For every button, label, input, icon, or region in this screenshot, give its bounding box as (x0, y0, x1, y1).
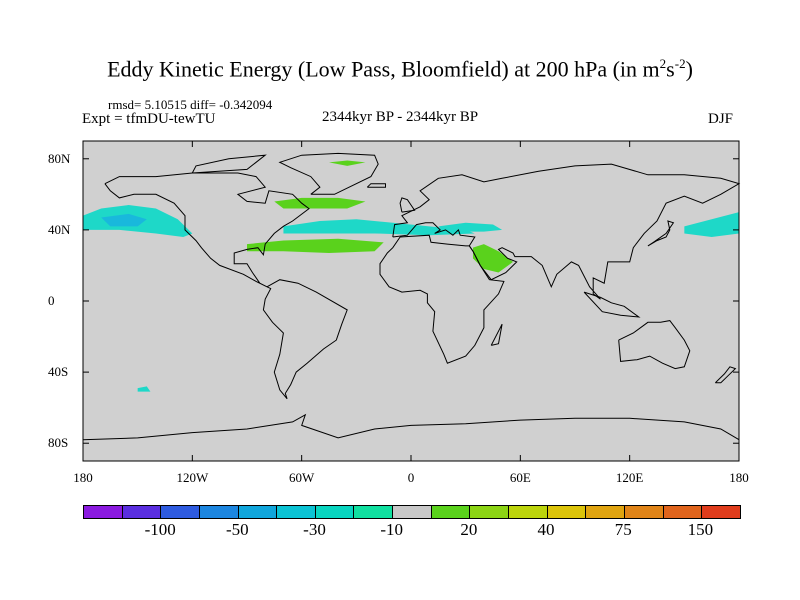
colorbar-swatch-12 (509, 506, 548, 518)
coast-antarctica (82, 413, 740, 441)
cb-label-75: 75 (614, 520, 632, 539)
period-label: 2344kyr BP - 2344kyr BP (322, 109, 479, 125)
lon-120w-label: 120W (176, 470, 209, 485)
colorbar-swatch-5 (238, 506, 278, 518)
colorbar-swatch-17 (702, 506, 740, 518)
anomaly-arabia (472, 244, 514, 273)
lon-180e-label: 180 (729, 470, 749, 485)
colorbar-swatch-8 (354, 506, 394, 518)
colorbar-swatch-1 (84, 506, 123, 518)
colorbar-swatch-3 (161, 506, 200, 518)
lon-0-label: 0 (407, 470, 415, 485)
cb-label-20: 20 (460, 520, 478, 539)
coast-madagascar (490, 323, 503, 346)
coast-africa (379, 234, 505, 364)
colorbar-swatch-4 (199, 506, 239, 518)
colorbar-swatch-9 (393, 506, 432, 518)
coast-greenland (278, 152, 379, 195)
anomaly-eurasia (438, 222, 503, 232)
season-label: DJF (708, 111, 734, 127)
anomaly-subtropical-atlantic (247, 238, 384, 253)
lat-40s-label: 40S (48, 364, 69, 380)
colorbar-swatch-10 (431, 506, 471, 518)
colorbar-swatch-11 (470, 506, 510, 518)
lon-60w-label: 60W (289, 470, 315, 485)
coast-iceland (366, 183, 386, 188)
coast-new-zealand (714, 366, 737, 384)
cb-label-minus30: -30 (303, 520, 326, 539)
coast-australia (618, 320, 691, 370)
coast-eurasia (392, 163, 741, 300)
colorbar-swatch-15 (624, 506, 664, 518)
lat-40n-label: 40N (48, 221, 71, 237)
lat-80s-label: 80S (48, 435, 69, 451)
anomaly-arctic (329, 160, 366, 166)
anomaly-west-pacific (684, 212, 739, 237)
cb-label-40: 40 (537, 520, 555, 539)
anomaly-north-pacific-core (101, 213, 147, 227)
lon-180w-label: 180 (73, 470, 93, 485)
lat-80n-label: 80N (48, 150, 71, 166)
colorbar-swatch-6 (277, 506, 316, 518)
anomaly-north-atlantic-positive (274, 197, 366, 209)
coast-north-america (104, 172, 310, 288)
coast-indonesia (583, 291, 641, 318)
cb-label-minus10: -10 (380, 520, 404, 539)
experiment-label: Expt = tfmDU-tewTU (82, 111, 216, 127)
cb-label-150: 150 (687, 520, 714, 539)
lat-0-label: 0 (48, 293, 55, 308)
coast-uk (399, 197, 416, 213)
colorbar-swatch-14 (586, 506, 625, 518)
colorbar-swatch-7 (315, 506, 355, 518)
field-background (83, 141, 739, 461)
plot-title: Eddy Kinetic Energy (Low Pass, Bloomfiel… (107, 56, 693, 82)
rmsd-diff-stats: rmsd= 5.10515 diff= -0.342094 (108, 97, 273, 112)
cb-label-minus100: -100 (144, 520, 176, 539)
lon-120e-label: 120E (615, 470, 644, 485)
lon-60e-label: 60E (509, 470, 531, 485)
colorbar (83, 505, 741, 519)
colorbar-swatch-16 (663, 506, 703, 518)
coast-south-america (262, 279, 348, 400)
colorbar-swatch-13 (547, 506, 587, 518)
colorbar-swatch-2 (122, 506, 162, 518)
anomaly-south-pacific (137, 386, 151, 392)
coast-japan (647, 220, 675, 247)
cb-label-minus50: -50 (226, 520, 249, 539)
coast-arctic-islands (191, 154, 267, 174)
anomaly-north-atlantic (283, 219, 475, 236)
